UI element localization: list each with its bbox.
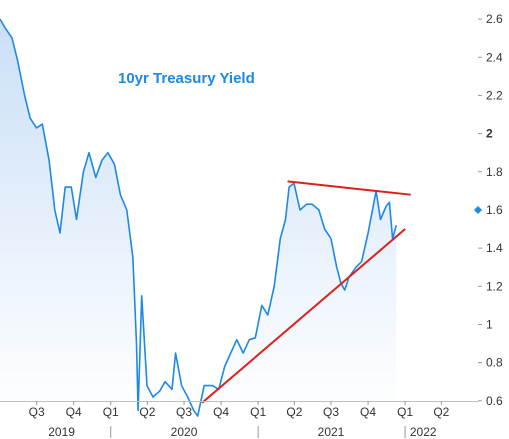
series-area [0, 19, 397, 417]
quarter-label: Q2 [139, 405, 155, 419]
trendlines [201, 180, 411, 404]
quarter-label: Q3 [29, 405, 45, 419]
y-tick-label: 2.4 [486, 50, 503, 64]
y-tick-label: 1.8 [486, 165, 503, 179]
year-label: 2019 [48, 425, 75, 439]
year-label: 2021 [318, 425, 345, 439]
quarter-label: Q1 [103, 405, 119, 419]
y-tick-label: 2 [486, 127, 493, 141]
support-trendline [201, 228, 406, 404]
quarter-label: Q4 [360, 405, 376, 419]
quarter-label: Q2 [433, 405, 449, 419]
y-tick-label: 2.2 [486, 88, 503, 102]
y-tick-label: 1.2 [486, 279, 503, 293]
last-value-marker [474, 205, 482, 214]
quarter-label: Q3 [323, 405, 339, 419]
year-label: 2022 [410, 425, 437, 439]
y-axis: 0.6 0.8 1 1.2 1.4 1.6 1.8 2 2.2 2.4 2.6 [478, 12, 503, 408]
y-tick-label: 0.6 [486, 394, 503, 408]
y-tick-label: 1.4 [486, 241, 503, 255]
year-label: 2020 [171, 425, 198, 439]
chart-title: 10yr Treasury Yield [118, 70, 255, 87]
quarter-label: Q4 [66, 405, 82, 419]
quarter-label: Q2 [286, 405, 302, 419]
quarter-label: Q4 [213, 405, 229, 419]
y-tick-label: 1 [486, 317, 493, 331]
resistance-trendline [287, 180, 411, 196]
x-axis: Q3 Q4 Q1 Q2 Q3 Q4 Q1 Q2 Q3 Q4 Q1 Q2 2019 2020 2021 2022 [29, 401, 450, 439]
y-tick-label: 2.6 [486, 12, 503, 26]
quarter-label: Q3 [176, 405, 192, 419]
y-tick-label: 0.8 [486, 356, 503, 370]
quarter-label: Q1 [250, 405, 266, 419]
y-tick-label: 1.6 [486, 203, 503, 217]
quarter-label: Q1 [397, 405, 413, 419]
